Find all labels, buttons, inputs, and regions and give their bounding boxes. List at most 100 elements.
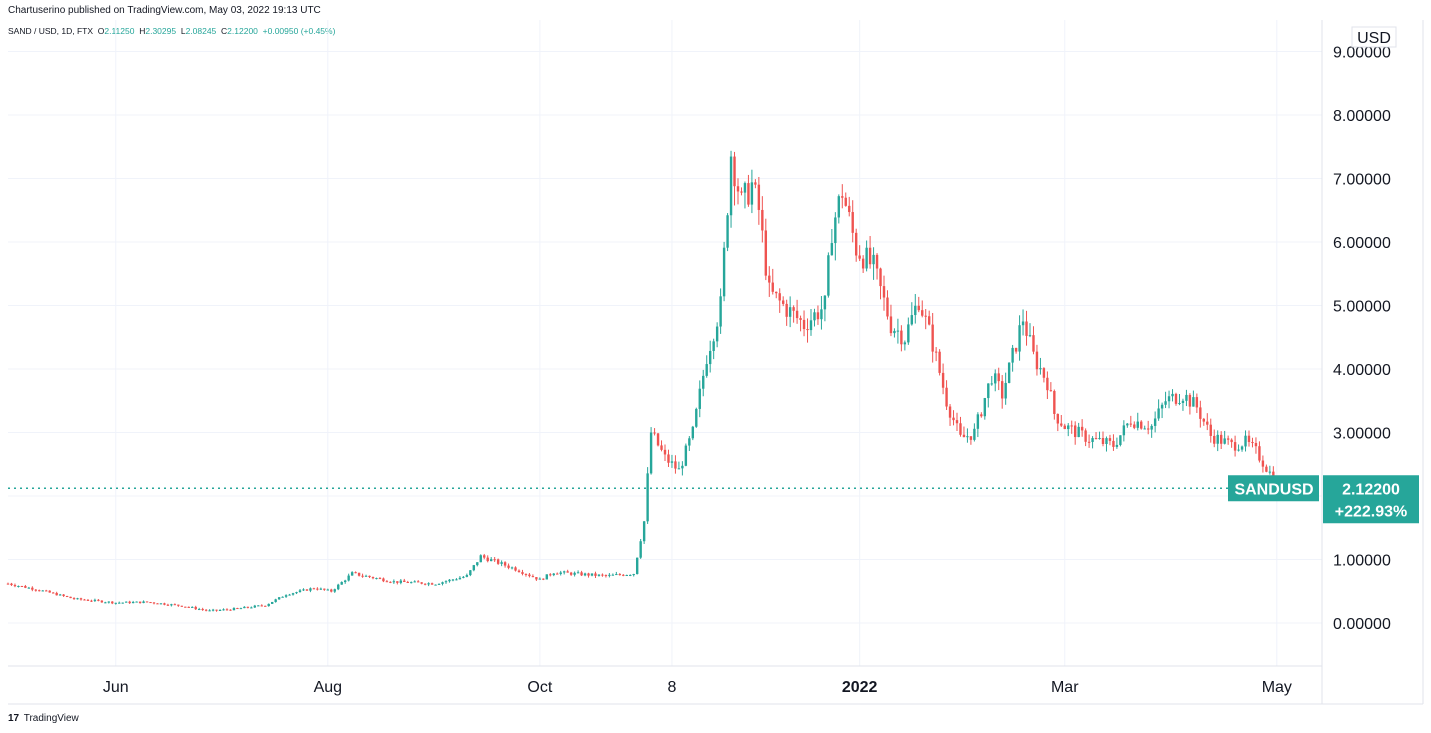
candle-body <box>197 609 201 611</box>
candle-body <box>562 571 566 573</box>
candle-body <box>858 255 861 259</box>
candle-body <box>472 565 476 571</box>
candle-body <box>775 291 778 294</box>
candle-body <box>455 579 458 581</box>
candle-body <box>736 186 740 192</box>
candle-body <box>1094 438 1098 440</box>
candle-body <box>55 592 58 596</box>
candle-body <box>34 589 38 591</box>
candle-body <box>1237 449 1240 451</box>
candle-body <box>903 342 907 345</box>
candle-body <box>590 573 594 576</box>
candle-body <box>823 295 827 310</box>
y-tick-label: 5.00000 <box>1333 299 1391 316</box>
candle-body <box>635 557 639 575</box>
candle-body <box>719 296 722 327</box>
candle-body <box>333 589 336 592</box>
candle-body <box>1167 396 1171 402</box>
candle-body <box>302 589 305 591</box>
candle-body <box>1261 460 1265 467</box>
candle-body <box>667 454 670 463</box>
candle-body <box>288 594 291 596</box>
candle-body <box>479 555 482 563</box>
currency-label: USD <box>1357 30 1391 47</box>
candle-body <box>1011 347 1014 363</box>
candle-body <box>476 562 479 566</box>
candle-body <box>361 575 364 577</box>
candle-body <box>914 305 917 316</box>
candle-body <box>385 581 389 583</box>
candle-body <box>907 324 910 343</box>
candle-body <box>681 465 684 469</box>
y-tick-label: 1.00000 <box>1333 553 1391 570</box>
candle-body <box>816 312 820 320</box>
candle-body <box>83 599 86 601</box>
candle-body <box>987 383 990 399</box>
candle-body <box>13 585 17 587</box>
candle-body <box>809 320 813 331</box>
candle-body <box>298 590 302 593</box>
candle-body <box>1129 423 1133 425</box>
candle-body <box>218 610 222 612</box>
candle-body <box>629 574 632 576</box>
candle-body <box>62 594 65 596</box>
candle-body <box>594 573 597 576</box>
candle-body <box>173 604 177 606</box>
candle-body <box>691 426 695 439</box>
candle-body <box>663 449 667 455</box>
candle-body <box>257 605 260 607</box>
candle-body <box>1146 428 1150 430</box>
candle-body <box>969 436 973 440</box>
candle-body <box>695 408 698 427</box>
currency-label-box[interactable]: USD <box>1351 26 1397 48</box>
candle-body <box>1049 390 1053 392</box>
candle-body <box>208 610 211 612</box>
candle-body <box>747 183 750 205</box>
candle-body <box>806 329 809 331</box>
candle-body <box>444 581 448 583</box>
candle-body <box>861 258 865 269</box>
candle-body <box>1213 435 1216 444</box>
candle-body <box>1004 382 1007 399</box>
candle-body <box>889 316 893 334</box>
candle-body <box>267 603 270 607</box>
candle-body <box>1122 425 1126 436</box>
candle-body <box>215 609 218 611</box>
y-tick-label: 9.00000 <box>1333 45 1391 62</box>
candle-body <box>1226 438 1230 440</box>
candle-body <box>427 583 430 585</box>
candle-body <box>350 572 354 576</box>
candle-body <box>187 606 190 608</box>
candle-body <box>677 468 681 470</box>
candle-body <box>180 605 184 607</box>
candle-body <box>1112 440 1115 447</box>
candle-body <box>854 232 858 256</box>
candle-body <box>58 594 62 596</box>
candle-body <box>462 576 465 578</box>
price-badge-change: +222.93% <box>1335 503 1408 520</box>
y-tick-label: 0.00000 <box>1333 616 1391 633</box>
candle-body <box>437 583 441 585</box>
candle-body <box>93 599 97 601</box>
candle-body <box>514 567 517 571</box>
candle-body <box>642 521 646 542</box>
candle-body <box>1042 368 1046 378</box>
candle-body <box>646 473 649 522</box>
candle-body <box>955 420 959 424</box>
candle-body <box>166 604 170 606</box>
candle-body <box>921 310 924 316</box>
candle-body <box>295 592 298 594</box>
candle-body <box>754 182 757 185</box>
candle-body <box>1053 390 1056 414</box>
candle-body <box>830 243 834 256</box>
candle-body <box>291 593 295 595</box>
candle-body <box>281 596 284 598</box>
candle-body <box>104 602 107 604</box>
candle-body <box>1087 441 1091 443</box>
candle-body <box>618 574 622 576</box>
candle-body <box>434 584 437 586</box>
publisher-text: Chartuserino published on TradingView.co… <box>8 5 321 16</box>
candle-body <box>347 575 350 581</box>
candle-body <box>368 575 371 578</box>
